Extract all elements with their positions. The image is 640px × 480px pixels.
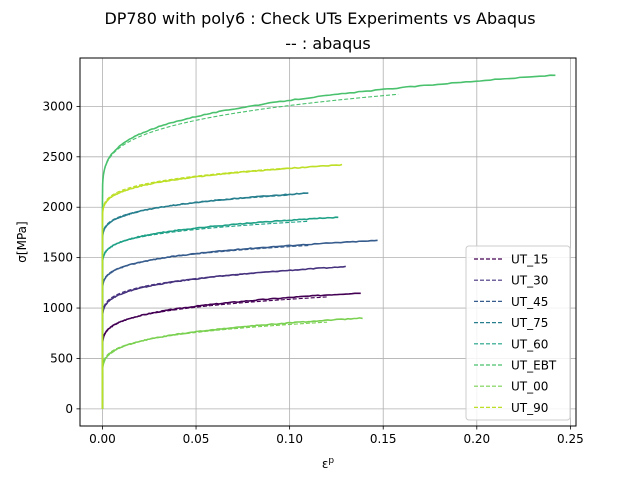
- x-axis: 0.00 0.05 0.10 0.15 0.20 0.25: [89, 426, 584, 446]
- x-tick-label: 0.25: [557, 432, 584, 446]
- series-line-abaqus-ut-60: [101, 220, 309, 409]
- y-tick-label: 2500: [42, 150, 73, 164]
- x-tick-label: 0.00: [89, 432, 116, 446]
- series-line-abaqus-ut-00: [101, 321, 328, 409]
- legend-entry-label: UT_15: [511, 253, 548, 267]
- y-tick-label: 500: [50, 351, 73, 365]
- y-tick-label: 1500: [42, 251, 73, 265]
- x-tick-label: 0.10: [276, 432, 303, 446]
- series-line-experiment-ut-ebt: [101, 74, 556, 409]
- chart-subtitle: -- : abaqus: [285, 34, 371, 53]
- y-axis: 0 500 1000 1500 2000 2500 3000: [42, 99, 80, 416]
- chart-title: DP780 with poly6 : Check UTs Experiments…: [104, 9, 535, 28]
- y-tick-label: 3000: [42, 99, 73, 113]
- series-line-abaqus-ut-15: [101, 296, 328, 409]
- y-tick-label: 1000: [42, 301, 73, 315]
- x-tick-label: 0.05: [183, 432, 210, 446]
- y-axis-label: σ[MPa]: [15, 221, 29, 262]
- plot-lines: [101, 74, 556, 409]
- x-tick-label: 0.20: [463, 432, 490, 446]
- series-line-abaqus-ut-75: [101, 194, 290, 409]
- legend-entry-label: UT_90: [511, 401, 548, 415]
- legend-entry-label: UT_30: [511, 274, 548, 288]
- series-line-abaqus-ut-ebt: [101, 93, 399, 409]
- y-tick-label: 2000: [42, 200, 73, 214]
- legend-box: [465, 245, 571, 421]
- series-line-abaqus-ut-30: [101, 269, 300, 409]
- y-tick-label: 0: [65, 402, 73, 416]
- series-line-abaqus-ut-45: [101, 244, 309, 409]
- legend-entry-label: UT_45: [511, 295, 548, 309]
- legend: UT_15 UT_30 UT_45 UT_75 UT_60 UT_EBT UT_00 UT_9…: [465, 245, 571, 421]
- legend-entry-label: UT_75: [511, 316, 548, 330]
- series-line-abaqus-ut-90: [101, 167, 290, 409]
- series-line-experiment-ut-90: [101, 163, 343, 409]
- x-tick-label: 0.15: [370, 432, 397, 446]
- legend-entry-label: UT_60: [511, 337, 548, 351]
- legend-entry-label: UT_EBT: [511, 359, 557, 373]
- legend-entry-label: UT_00: [511, 380, 548, 394]
- plot-frame: [79, 57, 577, 427]
